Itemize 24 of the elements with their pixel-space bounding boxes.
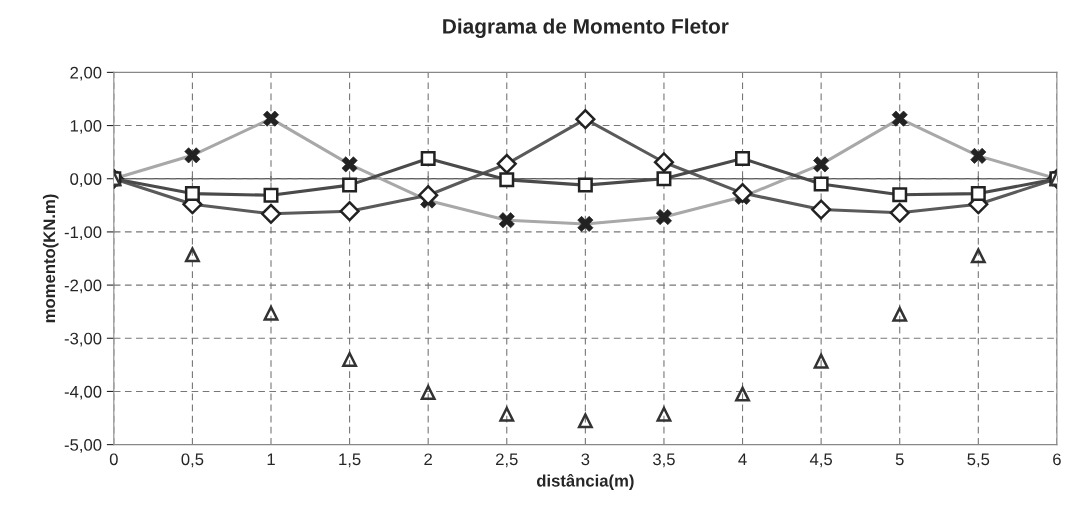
x-tick-label: 4 [738,453,747,466]
x-tick-label: 0 [109,453,118,466]
y-tick-label: -3,00 [64,332,102,347]
x-tick-label: 3 [581,453,590,466]
x-tick-label: 3,5 [653,453,675,468]
y-tick-label: -5,00 [64,439,102,453]
x-tick-label: 1,5 [339,453,361,468]
y-tick-label: 0,00 [70,173,102,187]
y-tick-label: -4,00 [64,385,102,400]
x-tick-label: 1 [267,453,275,466]
chart-title: Diagrama de Momento Fletor [443,18,729,38]
y-axis-title: momento(KN.m) [42,194,59,323]
x-tick-label: 6 [1053,453,1061,466]
x-tick-label: 5 [895,453,904,466]
x-tick-label: 0,5 [181,453,204,468]
x-tick-label: 4,5 [809,453,833,468]
y-tick-label: 2,00 [70,66,102,81]
y-tick-label: 1,00 [70,119,102,134]
x-tick-label: 2,5 [496,453,518,468]
x-tick-label: 5,5 [967,453,990,468]
y-tick-label: -1,00 [64,226,102,241]
x-tick-label: 2 [424,453,432,466]
y-tick-label: -2,00 [64,279,102,294]
x-axis-title: distância(m) [536,474,634,490]
